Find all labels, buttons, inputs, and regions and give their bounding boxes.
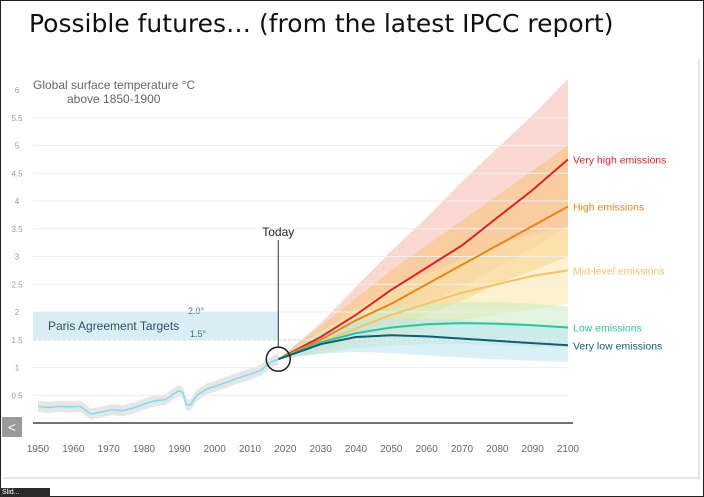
x-tick-label: 2060	[416, 444, 439, 455]
y-tick-label: 0.5	[11, 391, 23, 400]
line-mid-level-emissions	[277, 269, 569, 361]
today-label: Today	[262, 225, 294, 239]
y-tick-label: 5	[15, 142, 20, 151]
x-tick-label: 2050	[380, 444, 403, 455]
y-tick-label: 5.5	[11, 114, 23, 123]
y-axis-label-line1: Global surface temperature °C	[33, 78, 196, 92]
slide-title: Possible futures… (from the latest IPCC …	[29, 9, 614, 38]
x-tick-label: 2010	[239, 444, 262, 455]
label-low-emissions: Low emissions	[573, 323, 642, 335]
band-high-emissions	[278, 145, 568, 360]
x-tick-label: 2020	[274, 444, 297, 455]
y-tick-label: 1.5	[11, 336, 23, 345]
label-high-emissions: High emissions	[573, 202, 644, 214]
uncertainty-bands	[38, 78, 568, 420]
previous-slide-button[interactable]: <	[2, 417, 22, 437]
line-low-emissions	[277, 322, 569, 361]
x-tick-label: 1970	[98, 444, 121, 455]
series-labels: Very high emissions High emissions Mid-lev…	[573, 154, 666, 352]
chevron-left-icon: <	[7, 419, 17, 435]
chart-panel: Paris Agreement Targets 2.0° 1.5° Very hig…	[3, 59, 700, 479]
line-high-emissions	[277, 205, 569, 361]
x-tick-label: 2100	[557, 444, 580, 455]
y-tick-label: 4	[15, 197, 20, 206]
paris-band	[33, 312, 279, 340]
x-tick-label: 1960	[62, 444, 85, 455]
label-mid-level-emissions: Mid-level emissions	[573, 265, 665, 277]
y-tick-label: 4.5	[11, 169, 23, 178]
y-tick-label: 2	[15, 308, 20, 317]
line-very-high-emissions	[277, 158, 569, 361]
today-marker: Today	[262, 225, 294, 372]
x-tick-label: 1990	[168, 444, 191, 455]
x-tick-label: 2000	[204, 444, 227, 455]
slide-tab[interactable]: Slid...	[0, 488, 50, 497]
x-tick-label: 2040	[345, 444, 368, 455]
band-historical	[38, 353, 279, 420]
y-tick-label: 3	[15, 253, 20, 262]
x-tick-label: 1950	[27, 444, 50, 455]
line-very-low-emissions	[277, 334, 569, 361]
y-tick-label: 3.5	[11, 225, 23, 234]
y-tick-label: 2.5	[11, 280, 23, 289]
paris-label: Paris Agreement Targets	[48, 319, 179, 333]
band-very-low-emissions	[278, 318, 568, 362]
paris-upper-label: 2.0°	[188, 306, 205, 316]
x-tick-label: 2070	[451, 444, 474, 455]
historical-line	[37, 358, 279, 415]
y-tick-label: 1	[15, 364, 20, 373]
series-lines	[37, 158, 569, 415]
x-tick-label: 1980	[133, 444, 156, 455]
label-very-high-emissions: Very high emissions	[573, 154, 666, 166]
y-tick-label: 6	[15, 86, 20, 95]
today-circle	[265, 346, 292, 372]
x-tick-label: 2080	[486, 444, 509, 455]
label-very-low-emissions: Very low emissions	[573, 340, 662, 352]
x-tick-label: 2030	[310, 444, 333, 455]
x-tick-label: 2090	[522, 444, 545, 455]
temperature-projection-chart: Paris Agreement Targets 2.0° 1.5° Very hig…	[3, 59, 700, 479]
y-axis-label-line2: above 1850-1900	[67, 92, 161, 106]
paris-lower-label: 1.5°	[190, 329, 207, 339]
